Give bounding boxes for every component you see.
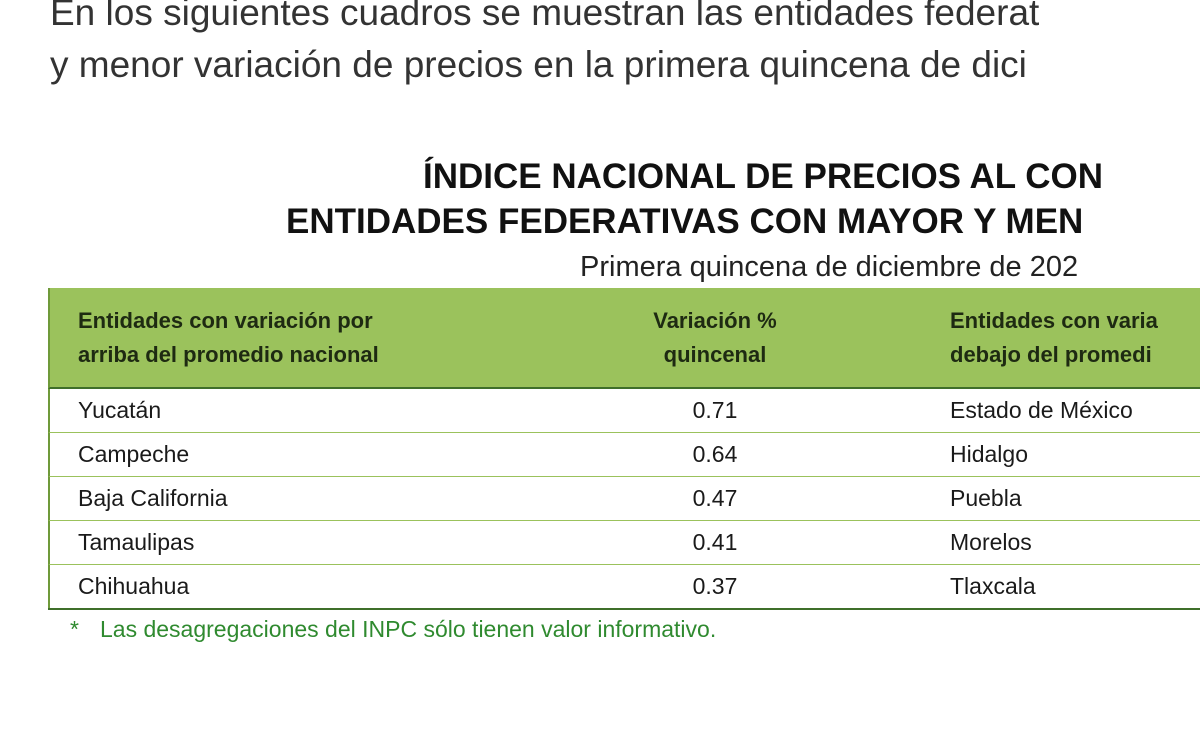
table-row: Tamaulipas 0.41 Morelos: [48, 521, 1200, 565]
table-cell: Tlaxcala: [950, 573, 1036, 599]
table-cell: Baja California: [78, 485, 228, 511]
title-line: ÍNDICE NACIONAL DE PRECIOS AL CON: [423, 157, 1103, 196]
footnote: Las desagregaciones del INPC sólo tienen…: [100, 616, 717, 642]
table-row: Campeche 0.64 Hidalgo: [48, 433, 1200, 477]
header-line: Entidades con variación por: [78, 308, 373, 333]
table-cell: 0.47: [692, 485, 738, 511]
header-line: Variación %: [653, 308, 777, 333]
header-cell: Variación % quincenal: [590, 304, 840, 372]
table-cell: Yucatán: [78, 397, 162, 423]
table-cell: Tamaulipas: [78, 529, 195, 555]
table-cell: 0.71: [692, 397, 738, 423]
table-cell: Morelos: [950, 529, 1032, 555]
subtitle: Primera quincena de diciembre de 202: [580, 251, 1079, 283]
header-cell: Entidades con varia debajo del promedi: [950, 304, 1158, 372]
paragraph-line: En los siguientes cuadros se muestran la…: [50, 0, 1040, 33]
header-line: debajo del promedi: [950, 342, 1152, 367]
table-row: Chihuahua 0.37 Tlaxcala: [48, 565, 1200, 608]
title-line: ENTIDADES FEDERATIVAS CON MAYOR Y MEN: [286, 202, 1084, 241]
paragraph-line: y menor variación de precios en la prime…: [50, 44, 1027, 85]
table-row: Baja California 0.47 Puebla: [48, 477, 1200, 521]
table: Entidades con variación por arriba del pr…: [48, 288, 1200, 610]
table-cell: 0.41: [692, 529, 738, 555]
table-header: Entidades con variación por arriba del pr…: [48, 288, 1200, 389]
header-cell: Entidades con variación por arriba del pr…: [78, 304, 379, 372]
footnote-marker: *: [70, 616, 79, 642]
table-cell: Chihuahua: [78, 573, 190, 599]
table-row: Yucatán 0.71 Estado de México: [48, 389, 1200, 433]
table-cell: Puebla: [950, 485, 1022, 511]
header-line: Entidades con varia: [950, 308, 1158, 333]
table-cell: 0.64: [692, 441, 738, 467]
header-line: quincenal: [663, 342, 767, 367]
table-cell: Hidalgo: [950, 441, 1028, 467]
table-cell: Estado de México: [950, 397, 1133, 423]
table-cell: 0.37: [692, 573, 738, 599]
table-cell: Campeche: [78, 441, 190, 467]
header-line: arriba del promedio nacional: [78, 342, 379, 367]
